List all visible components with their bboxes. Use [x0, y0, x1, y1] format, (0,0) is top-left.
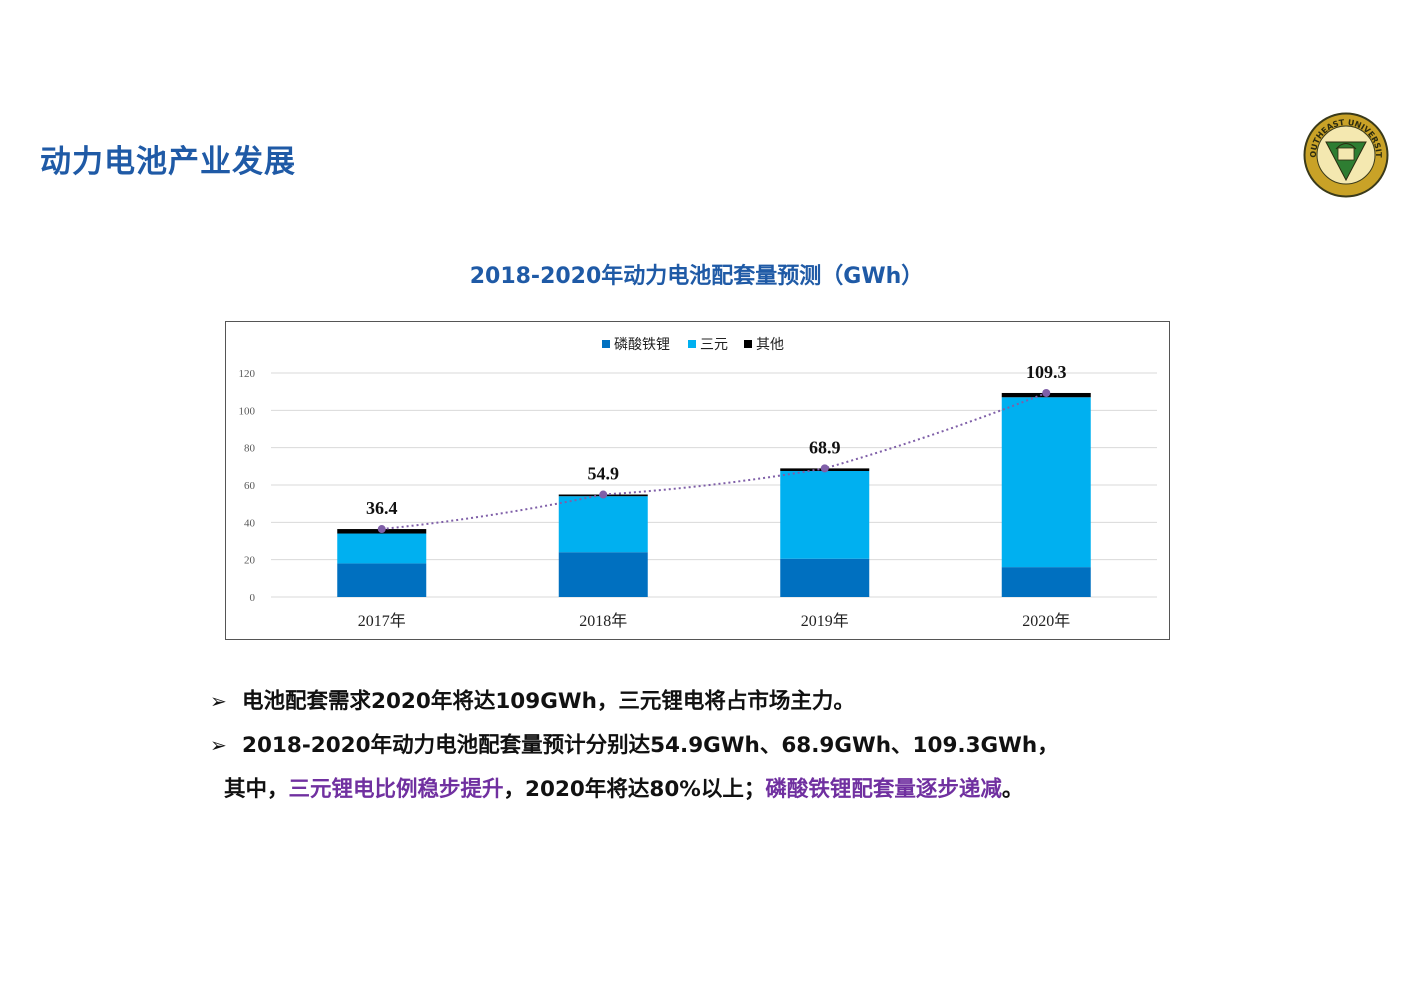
highlight-text: 磷酸铁锂配套量逐步递减	[765, 777, 1002, 802]
bullet-1: ➢ 电池配套需求2020年将达109GWh，三元锂电将占市场主力。	[210, 684, 855, 715]
x-tick-label: 2018年	[579, 612, 627, 630]
data-label-total: 109.3	[1026, 362, 1067, 382]
trend-point	[820, 464, 829, 473]
bullet-2: ➢ 2018-2020年动力电池配套量预计分别达54.9GWh、68.9GWh、1…	[210, 728, 1059, 759]
y-tick-label: 0	[250, 592, 256, 604]
bullet-text: ，2020年将达80%以上；	[503, 777, 766, 802]
bar-ternary	[1001, 397, 1091, 568]
bullet-2-continued: 其中，三元锂电比例稳步提升，2020年将达80%以上；磷酸铁锂配套量逐步递减。	[224, 772, 1023, 803]
x-tick-label: 2017年	[358, 612, 406, 630]
legend-swatch	[688, 340, 696, 348]
chart: 0 20 40 60 80 100 120 2017年 2018年 2019年 2020年 36.4 5…	[239, 337, 1157, 630]
trend-point	[1042, 388, 1051, 397]
trend-line	[381, 392, 1047, 531]
data-label-total: 36.4	[366, 498, 398, 518]
legend-label: 其他	[756, 337, 784, 353]
chart-title: 2018-2020年动力电池配套量预测（GWh）	[469, 264, 924, 289]
data-label-total: 68.9	[809, 437, 841, 457]
bar-lfp	[337, 563, 427, 597]
trend-point	[599, 490, 608, 499]
bar-lfp	[558, 552, 648, 597]
bar-lfp	[780, 558, 870, 597]
bar-ternary	[337, 533, 427, 564]
highlight-text: 三元锂电比例稳步提升	[288, 777, 504, 802]
bar-ternary	[780, 471, 870, 559]
data-label-total: 54.9	[588, 464, 620, 484]
bar-lfp	[1001, 567, 1091, 597]
bullet-text: 电池配套需求2020年将达109GWh，三元锂电将占市场主力。	[242, 689, 855, 714]
y-tick-label: 100	[239, 405, 256, 417]
y-tick-label: 60	[244, 480, 256, 492]
bullet-arrow-icon: ➢	[210, 733, 227, 757]
page-title: 动力电池产业发展	[40, 144, 296, 180]
bullet-text: 其中，	[224, 777, 289, 802]
legend-label: 三元	[700, 337, 728, 353]
y-tick-label: 20	[244, 555, 256, 567]
x-tick-label: 2020年	[1022, 612, 1070, 630]
y-tick-label: 120	[239, 368, 256, 380]
bullet-text: 2018-2020年动力电池配套量预计分别达54.9GWh、68.9GWh、10…	[242, 733, 1059, 758]
chart-container: 0 20 40 60 80 100 120 2017年 2018年 2019年 2020年 36.4 5…	[225, 321, 1170, 640]
legend-swatch	[602, 340, 610, 348]
trend-point	[377, 525, 386, 534]
y-tick-label: 80	[244, 443, 256, 455]
legend-swatch	[744, 340, 752, 348]
x-tick-label: 2019年	[801, 612, 849, 630]
bullet-text: 。	[1001, 777, 1024, 802]
y-tick-label: 40	[244, 517, 256, 529]
bar-ternary	[558, 496, 648, 553]
university-logo: SOUTHEAST UNIVERSITY	[1303, 112, 1389, 198]
bullet-arrow-icon: ➢	[210, 689, 227, 713]
legend-label: 磷酸铁锂	[614, 337, 670, 353]
